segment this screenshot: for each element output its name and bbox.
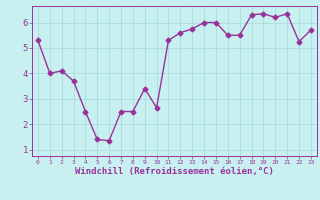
X-axis label: Windchill (Refroidissement éolien,°C): Windchill (Refroidissement éolien,°C): [75, 167, 274, 176]
